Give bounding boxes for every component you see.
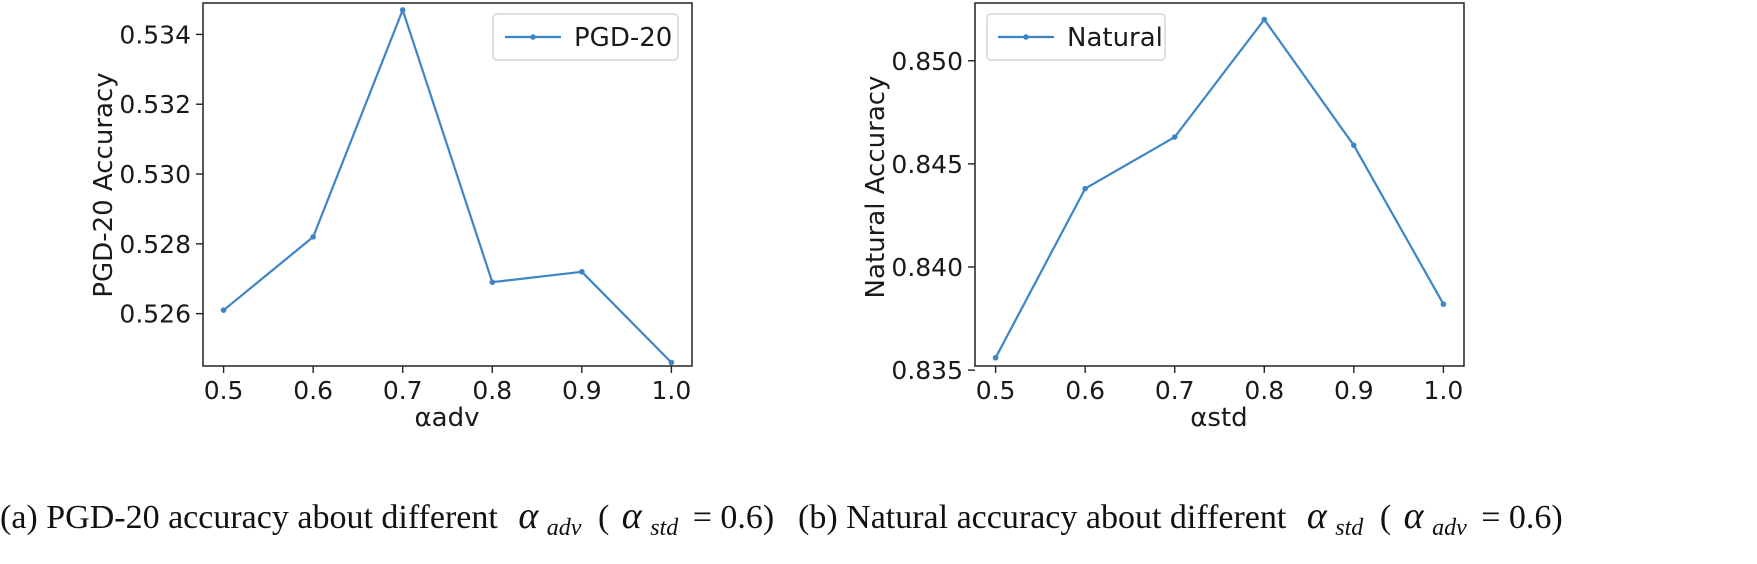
caption-a-paren-value: = 0.6) — [693, 499, 775, 536]
x-tick-label: 1.0 — [652, 376, 692, 405]
caption-a: (a) PGD-20 accuracy about different α ad… — [0, 495, 774, 543]
y-ticks: 0.526 0.528 0.530 0.532 0.534 — [119, 20, 203, 329]
caption-a-sub: adv — [547, 515, 582, 541]
y-axis-label: Natural Accuracy — [861, 76, 891, 299]
x-axis-label: αstd — [1190, 403, 1247, 433]
caption-a-paren-var: α — [622, 495, 643, 537]
caption-a-var: α — [518, 495, 539, 537]
y-tick-label: 0.850 — [891, 47, 963, 76]
legend-box — [492, 13, 679, 61]
legend-marker — [530, 34, 536, 40]
x-tick-label: 0.9 — [1334, 376, 1374, 405]
x-tick-label: 0.8 — [472, 376, 512, 405]
y-tick-label: 0.526 — [119, 300, 191, 329]
legend-marker — [1023, 34, 1029, 40]
chart-natural-accuracy: 0.5 0.6 0.7 0.8 0.9 1.0 0.8350.8400.8450.850 … — [861, 2, 1465, 433]
y-tick-label: 0.840 — [891, 253, 963, 282]
data-point — [1171, 134, 1178, 140]
caption-a-paren-open: ( — [598, 499, 609, 536]
series-layer — [992, 16, 1447, 361]
y-axis-label: PGD-20 Accuracy — [89, 72, 119, 297]
y-tick-label: 0.530 — [119, 160, 191, 189]
x-tick-label: 1.0 — [1424, 376, 1464, 405]
y-tick-label: 0.532 — [119, 90, 191, 119]
x-tick-label: 0.9 — [562, 376, 602, 405]
x-tick-label: 0.6 — [1065, 376, 1105, 405]
legend-label: PGD-20 — [574, 23, 672, 53]
caption-b-paren-open: ( — [1380, 499, 1391, 536]
data-point — [668, 359, 675, 366]
plot-frame — [202, 2, 693, 367]
x-axis-label: αadv — [415, 403, 480, 433]
x-ticks: 0.5 0.6 0.7 0.8 0.9 1.0 — [204, 366, 692, 405]
series-line — [994, 18, 1445, 359]
y-tick-label: 0.835 — [891, 356, 963, 385]
x-tick-label: 0.5 — [204, 376, 244, 405]
data-point — [310, 234, 316, 240]
data-point — [579, 268, 585, 275]
caption-a-prefix: (a) PGD-20 accuracy about different — [0, 499, 498, 536]
caption-b-paren-value: = 0.6) — [1481, 499, 1563, 536]
x-tick-label: 0.6 — [293, 376, 333, 405]
legend-label: Natural — [1067, 23, 1163, 53]
x-ticks: 0.5 0.6 0.7 0.8 0.9 1.0 — [976, 366, 1464, 405]
x-tick-label: 0.7 — [383, 376, 423, 405]
data-point — [1082, 185, 1088, 192]
legend: PGD-20 — [492, 13, 679, 61]
data-point — [992, 354, 999, 361]
plot-frame — [974, 2, 1465, 367]
data-point — [1440, 301, 1447, 307]
y-ticks: 0.835 0.840 0.845 0.850 — [891, 47, 975, 385]
data-point — [399, 7, 406, 13]
series-line — [222, 8, 673, 364]
y-tick-label: 0.845 — [891, 150, 963, 179]
chart-pgd20-accuracy: 0.5 0.6 0.7 0.8 0.9 1.0 0.5260.5280.5300.5320… — [89, 2, 693, 433]
legend-box — [986, 13, 1166, 61]
series-layer — [220, 7, 675, 366]
caption-b-paren-sub: adv — [1432, 515, 1467, 541]
x-tick-label: 0.7 — [1155, 376, 1195, 405]
y-tick-label: 0.534 — [119, 20, 191, 49]
legend: Natural — [986, 13, 1166, 61]
y-tick-label: 0.528 — [119, 230, 191, 259]
data-point — [489, 279, 496, 286]
caption-b-prefix: (b) Natural accuracy about different — [798, 499, 1287, 536]
caption-a-paren-sub: std — [650, 515, 679, 541]
data-point — [1261, 16, 1268, 23]
data-point — [220, 307, 227, 313]
caption-b-var: α — [1307, 495, 1328, 537]
data-point — [1351, 142, 1357, 149]
caption-b-paren-var: α — [1404, 495, 1425, 537]
caption-b: (b) Natural accuracy about different α s… — [798, 495, 1563, 543]
x-tick-label: 0.8 — [1244, 376, 1284, 405]
caption-b-sub: std — [1335, 515, 1364, 541]
x-tick-label: 0.5 — [976, 376, 1016, 405]
